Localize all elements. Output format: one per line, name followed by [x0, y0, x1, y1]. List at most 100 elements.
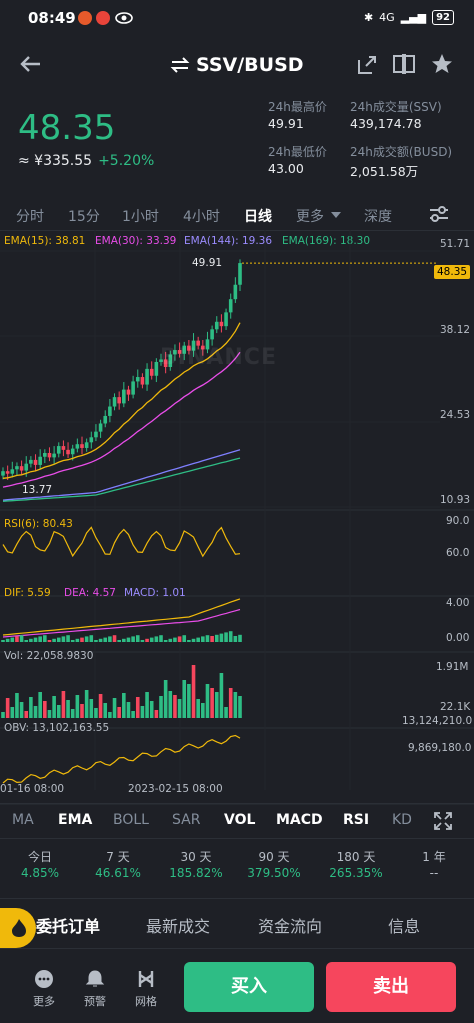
tab-more[interactable]: 更多 [296, 209, 324, 225]
volume-bar [196, 699, 200, 718]
date-mid: 2023-02-15 08:00 [128, 783, 223, 795]
ema15-line [2, 322, 241, 479]
floating-widget[interactable] [0, 908, 36, 948]
macd-bar [94, 640, 98, 642]
candle-body [224, 312, 228, 327]
volume-bar [140, 706, 145, 718]
volume-bar [56, 705, 61, 718]
ema144-label: EMA(144): 19.36 [184, 235, 273, 247]
volume-bar [80, 704, 84, 718]
tab-orders[interactable]: 委托订单 [36, 917, 101, 936]
volume-bar [233, 692, 238, 718]
rsi-label: RSI(6): 80.43 [4, 518, 73, 530]
volume-bar [10, 707, 15, 718]
rsi-axis-top: 90.0 [446, 515, 470, 527]
obv-axis-bottom: 9,869,180.0 [408, 742, 472, 754]
nav-grid[interactable]: 网格 [126, 969, 166, 1009]
perf-1y-label: 1 年 [422, 850, 446, 864]
ind-ma[interactable]: MA [12, 812, 34, 828]
high-label: 24h最高价 [268, 100, 327, 114]
date-left: 01-16 08:00 [0, 783, 65, 795]
candle-body [214, 321, 219, 330]
volume-bar [1, 712, 5, 718]
status-bar: 08:49 ✱ 4G ▂▄▆ 92 [0, 0, 474, 36]
ind-boll[interactable]: BOLL [113, 812, 149, 828]
volume-bar [103, 703, 108, 718]
candle-body [52, 453, 56, 458]
weibo-icon [78, 11, 92, 25]
sell-button[interactable]: 卖出 [326, 962, 456, 1012]
fullscreen-icon[interactable] [432, 810, 454, 832]
volume-bar [61, 691, 66, 718]
perf-90d-value: 379.50% [247, 866, 301, 880]
layout-icon[interactable] [392, 52, 416, 76]
macd-bar [112, 635, 117, 642]
ind-kd[interactable]: KD [392, 812, 412, 828]
candle-body [70, 448, 75, 455]
volume-bar [126, 702, 131, 718]
ind-rsi[interactable]: RSI [343, 812, 370, 828]
indicator-tabs: MA EMA BOLL SAR VOL MACD RSI KD [0, 808, 474, 836]
tab-15m[interactable]: 15分 [68, 209, 100, 225]
tab-1h[interactable]: 1小时 [122, 209, 159, 225]
tab-trades[interactable]: 最新成交 [146, 917, 211, 936]
macd-bar [117, 640, 121, 642]
candle-body [61, 446, 66, 450]
ind-ema[interactable]: EMA [58, 812, 93, 828]
ind-macd[interactable]: MACD [276, 812, 323, 828]
macd-bar [131, 636, 135, 642]
macd-bar [5, 638, 10, 642]
volume-bar [182, 680, 187, 718]
volume-bar [70, 709, 75, 718]
perf-30d-value: 185.82% [169, 866, 223, 880]
volume-bar [117, 707, 121, 718]
status-right: ✱ 4G ▂▄▆ 92 [364, 10, 454, 25]
chart-settings-icon[interactable] [428, 204, 450, 224]
nav-alert[interactable]: 预警 [75, 969, 115, 1009]
vol-axis-top: 1.91M [436, 661, 469, 673]
tab-info[interactable]: 信息 [388, 917, 421, 936]
tab-depth[interactable]: 深度 [364, 209, 392, 225]
kline-chart[interactable] [0, 230, 474, 810]
candle-body [154, 361, 159, 376]
candle-body [177, 350, 182, 354]
page-title[interactable]: SSV/BUSD [196, 54, 304, 76]
favorite-star-icon[interactable] [430, 52, 454, 76]
candle-body [29, 459, 33, 464]
macd-bar [89, 635, 94, 642]
macd-bar [168, 638, 173, 642]
macd-bar [238, 634, 242, 642]
tab-fund-flow[interactable]: 资金流向 [258, 917, 323, 936]
buy-button[interactable]: 买入 [184, 962, 314, 1012]
axis-label-2: 38.12 [440, 324, 471, 336]
high-value: 49.91 [268, 116, 304, 131]
tab-time-share[interactable]: 分时 [16, 209, 44, 225]
high-marker: 49.91 [192, 257, 223, 269]
candle-body [135, 377, 140, 382]
candle-body [210, 329, 214, 340]
volume-label: 24h成交量(SSV) [350, 100, 442, 114]
candle-body [191, 340, 196, 351]
perf-7d-value: 46.61% [95, 866, 141, 880]
volume-bar [15, 693, 19, 718]
ind-sar[interactable]: SAR [172, 812, 201, 828]
tab-daily[interactable]: 日线 [244, 209, 272, 225]
volume-bar [33, 706, 38, 718]
volume-bar [219, 673, 224, 718]
volume-bar [163, 680, 168, 718]
macd-bar [98, 638, 103, 642]
candle-body [66, 449, 70, 455]
swap-icon[interactable] [170, 56, 190, 74]
back-arrow-icon[interactable] [18, 54, 42, 74]
candle-body [84, 442, 89, 448]
candle-body [94, 431, 98, 438]
nav-alert-label: 预警 [84, 995, 106, 1008]
tabs-divider [0, 230, 474, 231]
ema30-line [2, 351, 241, 488]
share-icon[interactable] [356, 54, 378, 76]
ind-vol[interactable]: VOL [224, 812, 256, 828]
macd-bar [75, 638, 80, 642]
volume-value: 439,174.78 [350, 116, 422, 131]
tab-4h[interactable]: 4小时 [183, 209, 220, 225]
nav-more[interactable]: 更多 [24, 969, 64, 1009]
